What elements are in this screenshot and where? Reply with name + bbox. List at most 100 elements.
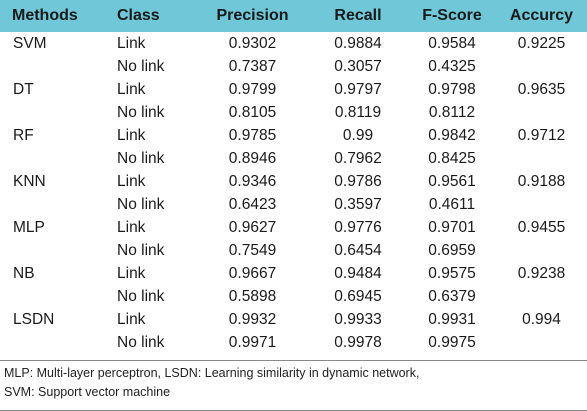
recall-value: 0.9776 bbox=[334, 219, 382, 236]
accuracy-value: 0.994 bbox=[522, 311, 561, 328]
method-name: KNN bbox=[13, 173, 46, 190]
header-row: Methods Class Precision Recall F-Score A… bbox=[0, 0, 587, 32]
precision-value: 0.7549 bbox=[228, 242, 277, 259]
fscore-value: 0.9561 bbox=[428, 173, 476, 190]
precision-value: 0.9627 bbox=[228, 219, 277, 236]
class-label: Link bbox=[117, 219, 146, 236]
header-methods: Methods bbox=[12, 7, 78, 24]
class-label: No link bbox=[117, 334, 165, 351]
class-label: Link bbox=[117, 173, 146, 190]
recall-value: 0.6454 bbox=[334, 242, 382, 259]
accuracy-empty-cell bbox=[496, 285, 587, 308]
table-row: SVM Link 0.9302 0.9884 0.9584 0.9225 bbox=[0, 32, 587, 55]
fscore-value: 0.6379 bbox=[428, 288, 476, 305]
precision-value: 0.7387 bbox=[228, 58, 277, 75]
table-row: MLP Link 0.9627 0.9776 0.9701 0.9455 bbox=[0, 216, 587, 239]
results-table: Methods Class Precision Recall F-Score A… bbox=[0, 0, 587, 354]
class-label: No link bbox=[117, 150, 165, 167]
fscore-value: 0.6959 bbox=[428, 242, 476, 259]
method-name: SVM bbox=[13, 35, 47, 52]
table-row: NB Link 0.9667 0.9484 0.9575 0.9238 bbox=[0, 262, 587, 285]
header-recall: Recall bbox=[334, 7, 382, 24]
table-header: Methods Class Precision Recall F-Score A… bbox=[0, 0, 587, 32]
precision-value: 0.9667 bbox=[228, 265, 277, 282]
fscore-value: 0.8425 bbox=[428, 150, 476, 167]
precision-value: 0.9302 bbox=[228, 35, 277, 52]
recall-value: 0.99 bbox=[342, 127, 374, 144]
precision-value: 0.9785 bbox=[228, 127, 277, 144]
recall-value: 0.9978 bbox=[334, 334, 382, 351]
header-precision: Precision bbox=[216, 7, 289, 24]
accuracy-value: 0.9712 bbox=[517, 127, 566, 144]
fscore-value: 0.9798 bbox=[428, 81, 476, 98]
precision-value: 0.9346 bbox=[228, 173, 277, 190]
accuracy-empty-cell bbox=[496, 331, 587, 354]
recall-value: 0.8119 bbox=[334, 104, 382, 121]
header-class: Class bbox=[117, 7, 160, 24]
precision-value: 0.9971 bbox=[228, 334, 277, 351]
fscore-value: 0.9584 bbox=[428, 35, 476, 52]
class-label: Link bbox=[117, 265, 146, 282]
precision-value: 0.6423 bbox=[228, 196, 277, 213]
accuracy-value: 0.9225 bbox=[517, 35, 566, 52]
accuracy-empty-cell bbox=[496, 147, 587, 170]
fscore-value: 0.4325 bbox=[428, 58, 476, 75]
method-empty-cell bbox=[0, 285, 113, 308]
method-empty-cell bbox=[0, 239, 113, 262]
class-label: No link bbox=[117, 196, 165, 213]
method-name: DT bbox=[13, 81, 34, 98]
fscore-value: 0.8112 bbox=[428, 104, 476, 121]
recall-value: 0.9786 bbox=[334, 173, 382, 190]
accuracy-value: 0.9635 bbox=[517, 81, 566, 98]
table-row: LSDN Link 0.9932 0.9933 0.9931 0.994 bbox=[0, 308, 587, 331]
accuracy-value: 0.9188 bbox=[517, 173, 566, 190]
class-label: Link bbox=[117, 35, 146, 52]
accuracy-value: 0.9455 bbox=[517, 219, 566, 236]
method-name: RF bbox=[13, 127, 34, 144]
table-row: No link 0.7387 0.3057 0.4325 bbox=[0, 55, 587, 78]
recall-value: 0.9933 bbox=[334, 311, 382, 328]
class-label: No link bbox=[117, 288, 165, 305]
class-label: Link bbox=[117, 81, 146, 98]
footnote-divider bbox=[0, 360, 587, 361]
class-label: Link bbox=[117, 311, 146, 328]
accuracy-empty-cell bbox=[496, 101, 587, 124]
table-row: No link 0.8946 0.7962 0.8425 bbox=[0, 147, 587, 170]
precision-value: 0.8946 bbox=[228, 150, 277, 167]
precision-value: 0.5898 bbox=[228, 288, 277, 305]
method-empty-cell bbox=[0, 147, 113, 170]
method-name: LSDN bbox=[13, 311, 55, 328]
footnote-line-2: SVM: Support vector machine bbox=[4, 385, 171, 399]
header-accuracy: Accurcy bbox=[509, 7, 574, 24]
table-body: SVM Link 0.9302 0.9884 0.9584 0.9225 No link 0.… bbox=[0, 32, 587, 354]
table-row: No link 0.9971 0.9978 0.9975 bbox=[0, 331, 587, 354]
recall-value: 0.7962 bbox=[334, 150, 382, 167]
fscore-value: 0.9931 bbox=[428, 311, 476, 328]
footnote-line-1: MLP: Multi-layer perceptron, LSDN: Learn… bbox=[4, 366, 420, 380]
method-empty-cell bbox=[0, 193, 113, 216]
recall-value: 0.9797 bbox=[334, 81, 382, 98]
method-name: MLP bbox=[13, 219, 45, 236]
recall-value: 0.9884 bbox=[334, 35, 382, 52]
recall-value: 0.3057 bbox=[334, 58, 382, 75]
class-label: No link bbox=[117, 104, 165, 121]
recall-value: 0.3597 bbox=[334, 196, 382, 213]
accuracy-empty-cell bbox=[496, 55, 587, 78]
accuracy-empty-cell bbox=[496, 239, 587, 262]
fscore-value: 0.9842 bbox=[428, 127, 476, 144]
method-empty-cell bbox=[0, 101, 113, 124]
table-row: No link 0.7549 0.6454 0.6959 bbox=[0, 239, 587, 262]
recall-value: 0.6945 bbox=[334, 288, 382, 305]
precision-value: 0.9799 bbox=[228, 81, 277, 98]
method-name: NB bbox=[13, 265, 35, 282]
method-empty-cell bbox=[0, 331, 113, 354]
precision-value: 0.8105 bbox=[228, 104, 277, 121]
class-label: No link bbox=[117, 58, 165, 75]
method-empty-cell bbox=[0, 55, 113, 78]
accuracy-value: 0.9238 bbox=[517, 265, 566, 282]
fscore-value: 0.9701 bbox=[428, 219, 476, 236]
table-row: No link 0.8105 0.8119 0.8112 bbox=[0, 101, 587, 124]
table-row: RF Link 0.9785 0.99 0.9842 0.9712 bbox=[0, 124, 587, 147]
precision-value: 0.9932 bbox=[228, 311, 277, 328]
